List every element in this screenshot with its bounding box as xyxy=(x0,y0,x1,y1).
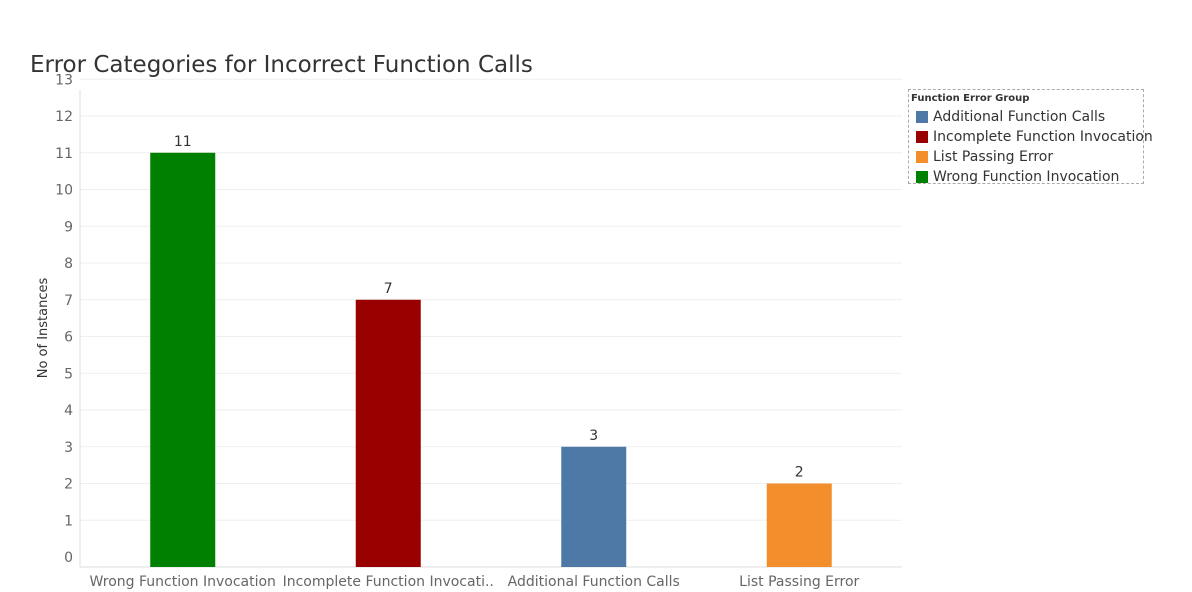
y-tick-label: 2 xyxy=(64,477,73,493)
y-tick-label: 0 xyxy=(64,550,73,566)
bar[interactable] xyxy=(561,446,627,567)
x-tick-label: List Passing Error xyxy=(739,574,859,590)
data-labels: 11 7 3 2 xyxy=(174,134,804,481)
data-label: 11 xyxy=(174,134,192,150)
y-tick-label: 9 xyxy=(64,219,73,235)
axes xyxy=(79,90,902,568)
legend-label: List Passing Error xyxy=(933,149,1054,165)
y-tick-label: 13 xyxy=(55,72,73,88)
x-tick-label: Incomplete Function Invocati.. xyxy=(283,574,494,590)
data-label: 3 xyxy=(589,428,598,444)
data-label: 2 xyxy=(795,465,804,481)
legend-label: Wrong Function Invocation xyxy=(933,169,1120,185)
y-tick-label: 7 xyxy=(64,293,73,309)
legend-item[interactable]: List Passing Error xyxy=(911,147,1141,167)
bar[interactable] xyxy=(150,152,216,567)
bars xyxy=(150,152,832,568)
legend-swatch xyxy=(916,111,928,123)
legend: Function Error Group Additional Function… xyxy=(908,89,1153,187)
bar[interactable] xyxy=(766,483,832,568)
y-tick-label: 11 xyxy=(55,146,73,162)
legend-item[interactable]: Incomplete Function Invocation xyxy=(911,127,1153,147)
x-tick-labels: Wrong Function Invocation Incomplete Func… xyxy=(90,574,860,590)
legend-swatch xyxy=(916,131,928,143)
y-tick-label: 10 xyxy=(55,183,73,199)
legend-label: Additional Function Calls xyxy=(933,109,1106,125)
legend-title: Function Error Group xyxy=(911,93,1030,104)
chart-title: Error Categories for Incorrect Function … xyxy=(30,52,533,78)
bar[interactable] xyxy=(355,299,421,567)
legend-item[interactable]: Wrong Function Invocation xyxy=(911,167,1141,187)
y-tick-label: 1 xyxy=(64,513,73,529)
y-tick-label: 3 xyxy=(64,440,73,456)
legend-swatch xyxy=(916,171,928,183)
y-tick-label: 5 xyxy=(64,366,73,382)
legend-label: Incomplete Function Invocation xyxy=(933,129,1153,145)
y-tick-label: 12 xyxy=(55,109,73,125)
x-tick-label: Additional Function Calls xyxy=(508,574,680,590)
x-tick-label: Wrong Function Invocation xyxy=(90,574,276,590)
y-tick-label: 8 xyxy=(64,256,73,272)
gridlines xyxy=(80,78,902,521)
y-tick-label: 4 xyxy=(64,403,73,419)
legend-swatch xyxy=(916,151,928,163)
legend-item[interactable]: Additional Function Calls xyxy=(911,107,1141,127)
y-tick-label: 6 xyxy=(64,330,73,346)
data-label: 7 xyxy=(384,281,393,297)
y-axis-label: No of Instances xyxy=(36,278,51,379)
